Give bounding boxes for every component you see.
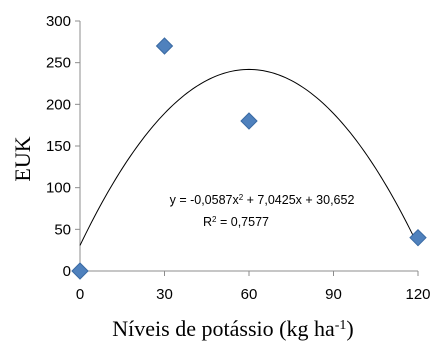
r-squared-label: R2 = 0,7577 bbox=[203, 215, 269, 230]
y-axis: 0 50 100 150 200 250 300 bbox=[46, 13, 81, 280]
y-tick-label: 100 bbox=[46, 180, 71, 197]
x-axis-title: Níveis de potássio (kg ha-1) bbox=[112, 316, 353, 341]
data-point-marker bbox=[409, 228, 427, 247]
y-tick-label: 0 bbox=[63, 263, 71, 280]
trendline bbox=[79, 68, 419, 246]
data-point-marker bbox=[155, 37, 174, 55]
x-tick-label: 60 bbox=[241, 286, 258, 303]
y-tick-label: 150 bbox=[46, 138, 71, 155]
trendline-equation: y = -0,0587x2 + 7,0425x + 30,652 bbox=[170, 193, 355, 208]
data-points bbox=[71, 37, 427, 280]
y-tick-label: 50 bbox=[54, 221, 71, 238]
x-axis: 0 30 60 90 120 bbox=[76, 270, 431, 303]
y-axis-title: EUK bbox=[10, 136, 35, 181]
x-tick-label: 30 bbox=[156, 286, 173, 303]
x-tick-label: 0 bbox=[76, 286, 84, 303]
y-tick-label: 300 bbox=[46, 13, 71, 30]
y-tick-label: 250 bbox=[46, 55, 71, 72]
x-tick-label: 90 bbox=[325, 286, 342, 303]
data-point-marker bbox=[240, 112, 258, 130]
x-tick-label: 120 bbox=[405, 286, 430, 303]
data-point-marker bbox=[71, 262, 89, 280]
y-tick-label: 200 bbox=[46, 96, 71, 113]
trendline-curve bbox=[79, 68, 419, 246]
